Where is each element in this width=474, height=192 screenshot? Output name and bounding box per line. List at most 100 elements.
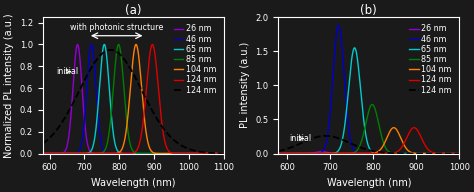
26 nm — [275, 152, 281, 155]
124 nm — [323, 135, 328, 137]
26 nm — [71, 70, 77, 73]
124 nm — [117, 152, 123, 155]
124 nm — [108, 49, 113, 51]
46 nm — [218, 152, 223, 155]
124 nm — [456, 152, 462, 155]
104 nm — [133, 43, 139, 46]
46 nm — [198, 152, 204, 155]
85 nm — [307, 152, 312, 155]
104 nm — [71, 152, 77, 155]
124 nm — [150, 43, 155, 46]
Line: 85 nm: 85 nm — [278, 104, 459, 154]
124 nm — [345, 141, 351, 143]
Line: 104 nm: 104 nm — [278, 128, 459, 154]
46 nm — [353, 151, 358, 153]
26 nm — [307, 152, 312, 155]
26 nm — [434, 152, 439, 155]
46 nm — [221, 152, 227, 155]
104 nm — [345, 152, 351, 155]
124 nm — [353, 152, 358, 155]
46 nm — [336, 24, 341, 26]
Line: 26 nm: 26 nm — [43, 44, 224, 154]
26 nm — [353, 152, 358, 155]
124 nm — [218, 152, 223, 155]
65 nm — [296, 152, 302, 155]
65 nm — [434, 152, 439, 155]
85 nm — [117, 47, 123, 50]
26 nm — [218, 152, 223, 155]
85 nm — [296, 152, 302, 155]
124 nm — [453, 152, 459, 155]
X-axis label: Wavelength (nm): Wavelength (nm) — [91, 178, 175, 188]
124 nm — [109, 49, 115, 51]
65 nm — [221, 152, 227, 155]
26 nm — [319, 150, 324, 153]
104 nm — [109, 152, 115, 155]
Text: with photonic structure: with photonic structure — [70, 23, 164, 32]
26 nm — [117, 152, 123, 155]
124 nm — [61, 119, 66, 122]
124 nm — [307, 152, 312, 155]
104 nm — [456, 152, 462, 155]
124 nm — [71, 100, 77, 102]
85 nm — [453, 152, 459, 155]
104 nm — [307, 152, 312, 155]
65 nm — [109, 123, 115, 125]
85 nm — [369, 103, 375, 106]
65 nm — [275, 152, 281, 155]
Line: 46 nm: 46 nm — [43, 44, 224, 154]
124 nm — [109, 152, 115, 155]
26 nm — [109, 152, 115, 155]
124 nm — [275, 152, 281, 155]
124 nm — [275, 150, 281, 152]
65 nm — [345, 97, 351, 99]
46 nm — [40, 152, 46, 155]
104 nm — [391, 127, 397, 129]
124 nm — [296, 152, 302, 155]
124 nm — [307, 138, 312, 141]
Line: 46 nm: 46 nm — [278, 25, 459, 154]
124 nm — [221, 152, 227, 155]
85 nm — [116, 43, 121, 46]
Title: (b): (b) — [360, 4, 377, 17]
65 nm — [40, 152, 46, 155]
124 nm — [117, 53, 123, 56]
85 nm — [221, 152, 227, 155]
26 nm — [75, 43, 81, 46]
Title: (a): (a) — [125, 4, 142, 17]
85 nm — [198, 152, 204, 155]
Line: 104 nm: 104 nm — [43, 44, 224, 154]
85 nm — [345, 152, 351, 155]
Legend: 26 nm, 46 nm, 65 nm, 85 nm, 104 nm, 124 nm, 124 nm: 26 nm, 46 nm, 65 nm, 85 nm, 104 nm, 124 … — [406, 21, 456, 98]
124 nm — [434, 152, 439, 155]
Y-axis label: PL intensity (a.u.): PL intensity (a.u.) — [240, 42, 250, 128]
124 nm — [71, 152, 77, 155]
65 nm — [101, 43, 107, 46]
Line: 85 nm: 85 nm — [43, 44, 224, 154]
124 nm — [221, 152, 227, 155]
Line: 124 nm: 124 nm — [278, 136, 459, 154]
26 nm — [296, 152, 302, 155]
26 nm — [221, 152, 227, 155]
46 nm — [345, 118, 351, 121]
104 nm — [218, 152, 223, 155]
124 nm — [456, 152, 462, 155]
124 nm — [353, 144, 358, 147]
104 nm — [221, 152, 227, 155]
Legend: 26 nm, 46 nm, 65 nm, 85 nm, 104 nm, 124 nm, 124 nm: 26 nm, 46 nm, 65 nm, 85 nm, 104 nm, 124 … — [171, 21, 220, 98]
26 nm — [198, 152, 204, 155]
65 nm — [71, 152, 77, 155]
85 nm — [275, 152, 281, 155]
104 nm — [117, 151, 123, 153]
104 nm — [275, 152, 281, 155]
124 nm — [411, 127, 417, 129]
85 nm — [40, 152, 46, 155]
124 nm — [345, 152, 351, 155]
Line: 26 nm: 26 nm — [278, 151, 459, 154]
124 nm — [434, 152, 439, 154]
65 nm — [353, 48, 358, 50]
26 nm — [61, 152, 66, 154]
46 nm — [61, 152, 66, 155]
65 nm — [61, 152, 66, 155]
46 nm — [296, 152, 302, 155]
